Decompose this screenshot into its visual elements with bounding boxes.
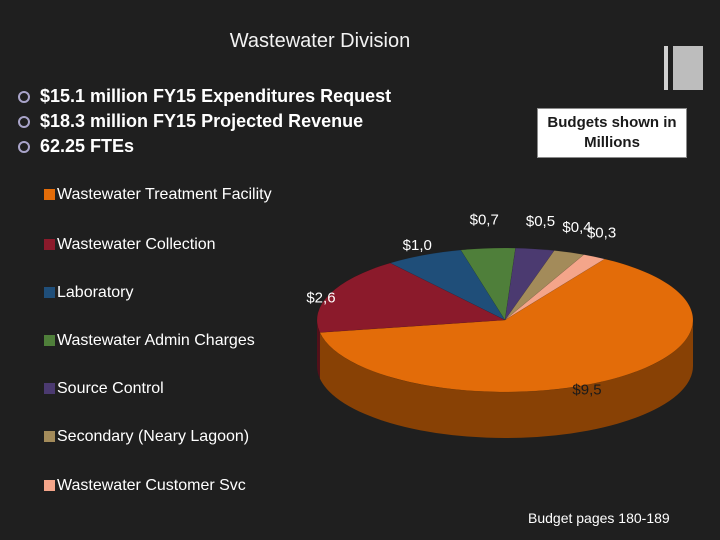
- legend-swatch: [44, 383, 55, 394]
- pie-data-label: $0,3: [587, 225, 616, 242]
- pie-slice: [504, 254, 606, 321]
- pie-slice: [504, 247, 555, 321]
- pie-slice: [316, 262, 506, 333]
- legend-label: Source Control: [57, 380, 164, 397]
- circle-bullet-icon: [18, 141, 30, 153]
- pie-data-label: $0,7: [470, 212, 499, 229]
- pie-data-label: $2,6: [306, 290, 335, 307]
- legend-label: Wastewater Treatment Facility: [57, 186, 272, 203]
- bullet-text: $18.3 million FY15 Projected Revenue: [40, 111, 364, 131]
- legend-swatch: [44, 480, 55, 491]
- slide-title: Wastewater Division: [229, 30, 411, 52]
- legend-swatch: [44, 431, 55, 442]
- legend-swatch: [44, 335, 55, 346]
- budget-pages-note: Budget pages 180-189: [528, 510, 670, 526]
- pie-data-label: $1,0: [403, 237, 432, 254]
- bullet-ftes: 62.25 FTEs: [18, 134, 391, 159]
- circle-bullet-icon: [18, 91, 30, 103]
- bullet-text: $15.1 million FY15 Expenditures Request: [40, 86, 392, 106]
- legend-item: Secondary (Neary Lagoon): [44, 426, 294, 447]
- circle-bullet-icon: [18, 116, 30, 128]
- bullet-expenditures: $15.1 million FY15 Expenditures Request: [18, 84, 391, 109]
- bullet-text: 62.25 FTEs: [40, 136, 135, 156]
- callout-text: Budgets shown in Millions: [547, 114, 677, 151]
- legend-swatch: [44, 189, 55, 200]
- bullet-revenue: $18.3 million FY15 Projected Revenue: [18, 109, 391, 134]
- budgets-callout-box: Budgets shown in Millions: [537, 108, 687, 158]
- pie-slice-side: [317, 320, 320, 379]
- legend-item: Wastewater Collection: [44, 234, 294, 255]
- legend-item: Laboratory: [44, 282, 294, 303]
- legend-swatch: [44, 239, 55, 250]
- legend-label: Secondary (Neary Lagoon): [57, 428, 250, 445]
- legend-label: Wastewater Admin Charges: [57, 332, 255, 349]
- legend-item: Wastewater Admin Charges: [44, 330, 294, 351]
- pie-slice: [460, 247, 516, 321]
- legend-swatch: [44, 287, 55, 298]
- legend-item: Source Control: [44, 378, 294, 399]
- pie-slice: [504, 250, 585, 321]
- pie-slice: [319, 258, 694, 393]
- legend-label: Wastewater Customer Svc: [57, 477, 246, 494]
- legend-item: Wastewater Treatment Facility: [44, 184, 294, 205]
- pie-data-label: $0,5: [526, 213, 555, 230]
- decorative-bars: [664, 46, 704, 90]
- pie-slice: [389, 249, 506, 321]
- legend-item: Wastewater Customer Svc: [44, 475, 294, 496]
- pie-chart: $9,5 $2,6 $1,0 $0,7 $0,5 $0,4$0,3: [306, 212, 694, 438]
- pie-data-label: $0,4: [562, 219, 591, 236]
- legend-label: Wastewater Collection: [57, 236, 216, 253]
- bullet-list: $15.1 million FY15 Expenditures Request …: [18, 84, 391, 159]
- legend-label: Laboratory: [57, 284, 134, 301]
- pie-slice-side: [319, 320, 693, 438]
- pie-data-label: $9,5: [572, 382, 601, 399]
